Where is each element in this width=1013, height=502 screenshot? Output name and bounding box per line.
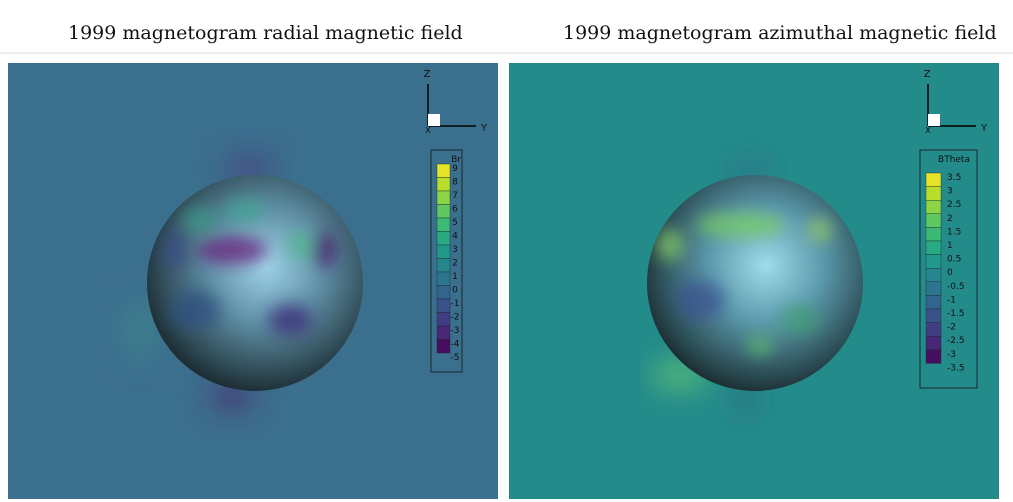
colorbar-swatch [436,339,451,354]
axis-box [928,114,940,126]
colorbar-label: -3 [451,326,460,336]
colorbar-label: 3 [452,245,458,255]
colorbar-swatch [436,231,451,246]
colorbar-swatch [436,325,451,340]
colorbar-swatch [925,268,942,283]
colorbar-frame [430,149,463,373]
colorbar-label: 5 [452,218,458,228]
colorbar-label: 3.5 [947,173,961,183]
axis-label: X [925,126,931,135]
colorbar-label: 3 [947,187,953,197]
colorbar-label: -3.5 [947,363,965,373]
colorbar-swatch [925,254,942,269]
colorbar-label: -1 [451,299,460,309]
colorbar-swatch [436,298,451,313]
colorbar-frame [919,149,978,389]
colorbar-swatch [436,163,451,178]
colorbar-label: 7 [452,191,458,201]
colorbar-label: -2 [947,323,956,333]
colorbar-swatch [925,336,942,351]
colorbar-label: 8 [452,178,458,188]
colorbar-label: -4 [451,340,460,350]
colorbar-swatch [925,240,942,255]
sphere [647,175,863,391]
colorbar-title: Br [451,155,461,165]
colorbar-swatch [925,322,942,337]
colorbar-label: -1 [947,295,956,305]
colorbar-swatch [925,186,942,201]
panel-title: 1999 magnetogram azimuthal magnetic fiel… [563,22,997,44]
axis-label: Z [924,69,931,80]
colorbar-label: 0 [452,286,458,296]
colorbar-label: 2 [452,259,458,269]
colorbar-swatch [925,227,942,242]
colorbar-label: 1 [947,241,953,251]
colorbar-label: -0.5 [947,282,965,292]
colorbar-label: -5 [451,353,460,363]
colorbar-swatch [436,285,451,300]
colorbar-title: BTheta [938,155,970,165]
colorbar-swatch [436,217,451,232]
colorbar-label: 4 [452,232,458,242]
colorbar-swatch [925,213,942,228]
axis-label: Z [424,69,431,80]
sphere-pattern [656,213,832,355]
colorbar-swatch [925,199,942,214]
colorbar-swatch [436,190,451,205]
colorbar-swatch [925,172,942,187]
axis-label: X [425,126,431,135]
colorbar-label: 0 [947,268,953,278]
colorbar-label: 6 [452,205,458,215]
sphere-pattern [165,200,337,336]
colorbar-swatch [925,281,942,296]
colorbar-label: 2.5 [947,200,961,210]
colorbar-label: 1 [452,272,458,282]
colorbar-label: -2 [451,313,460,323]
colorbar-swatch [925,349,942,364]
colorbar-swatch [436,244,451,259]
colorbar-label: -3 [947,350,956,360]
colorbar-swatch [436,204,451,219]
colorbar-label: 0.5 [947,255,961,265]
colorbar-label: -2.5 [947,336,965,346]
panel-title: 1999 magnetogram radial magnetic field [68,22,463,44]
colorbar-label: 1.5 [947,227,961,237]
colorbar-swatch [436,312,451,327]
colorbar-swatch [925,308,942,323]
colorbar-swatch [436,258,451,273]
axis-box [428,114,440,126]
colorbar-swatch [436,177,451,192]
axis-label: Y [480,123,488,134]
colorbar-swatch [436,271,451,286]
colorbar-label: -1.5 [947,309,965,319]
axis-label: Y [980,123,988,134]
colorbar-label: 2 [947,214,953,224]
colorbar-label: 9 [452,164,458,174]
colorbar-swatch [925,295,942,310]
